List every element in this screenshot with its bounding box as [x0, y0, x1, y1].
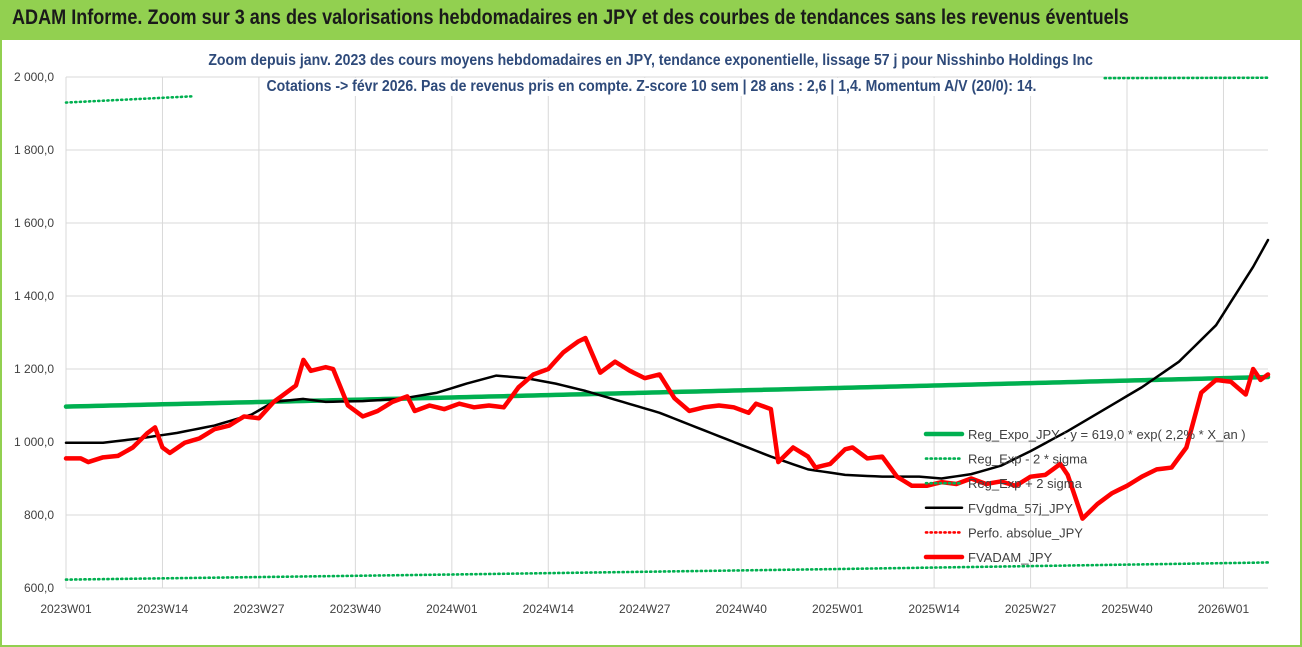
- x-tick-label: 2025W01: [812, 602, 864, 616]
- series-line-5: [63, 335, 1271, 521]
- y-tick-label: 2 000,0: [14, 70, 54, 84]
- chart-subtitle-line: Cotations -> févr 2026. Pas de revenus p…: [0, 78, 1302, 96]
- chart-title-line: Zoom depuis janv. 2023 des cours moyens …: [0, 52, 1302, 70]
- report-header: ADAM Informe. Zoom sur 3 ans des valoris…: [0, 0, 1302, 38]
- legend-label: FVgdma_57j_JPY: [968, 501, 1073, 516]
- legend-label: FVADAM_JPY: [968, 550, 1053, 565]
- legend-label: Perfo. absolue_JPY: [968, 525, 1083, 540]
- x-tick-label: 2023W40: [330, 602, 382, 616]
- x-tick-label: 2023W14: [137, 602, 189, 616]
- x-tick-label: 2024W14: [523, 602, 575, 616]
- x-tick-label: 2026W01: [1198, 602, 1250, 616]
- series-line-1: [64, 561, 1270, 581]
- x-tick-label: 2023W27: [233, 602, 285, 616]
- chart-frame: [0, 38, 1302, 647]
- report-title: ADAM Informe. Zoom sur 3 ans des valoris…: [12, 6, 1129, 29]
- y-tick-label: 1 800,0: [14, 143, 54, 157]
- x-tick-label: 2024W27: [619, 602, 671, 616]
- legend-label: Reg_Exp - 2 * sigma: [968, 452, 1088, 467]
- x-tick-label: 2025W40: [1101, 602, 1153, 616]
- y-tick-label: 1 000,0: [14, 435, 54, 449]
- x-tick-label: 2023W01: [40, 602, 92, 616]
- chart-subtitle: Cotations -> févr 2026. Pas de revenus p…: [260, 78, 1042, 96]
- y-tick-label: 600,0: [24, 581, 54, 595]
- y-tick-label: 800,0: [24, 508, 54, 522]
- y-tick-label: 1 200,0: [14, 362, 54, 376]
- series-line-3: [64, 238, 1270, 480]
- x-tick-label: 2025W14: [908, 602, 960, 616]
- series-line-0: [63, 374, 1271, 409]
- y-tick-label: 1 600,0: [14, 216, 54, 230]
- chart-title: Zoom depuis janv. 2023 des cours moyens …: [203, 52, 1099, 70]
- series-line-2: [64, 95, 194, 104]
- legend-label: Reg_Expo_JPY : y = 619,0 * exp( 2,2% * X…: [968, 427, 1246, 442]
- legend-label: Reg_Exp + 2 sigma: [968, 476, 1083, 491]
- y-tick-label: 1 400,0: [14, 289, 54, 303]
- x-tick-label: 2024W01: [426, 602, 478, 616]
- x-tick-label: 2025W27: [1005, 602, 1057, 616]
- x-tick-label: 2024W40: [716, 602, 768, 616]
